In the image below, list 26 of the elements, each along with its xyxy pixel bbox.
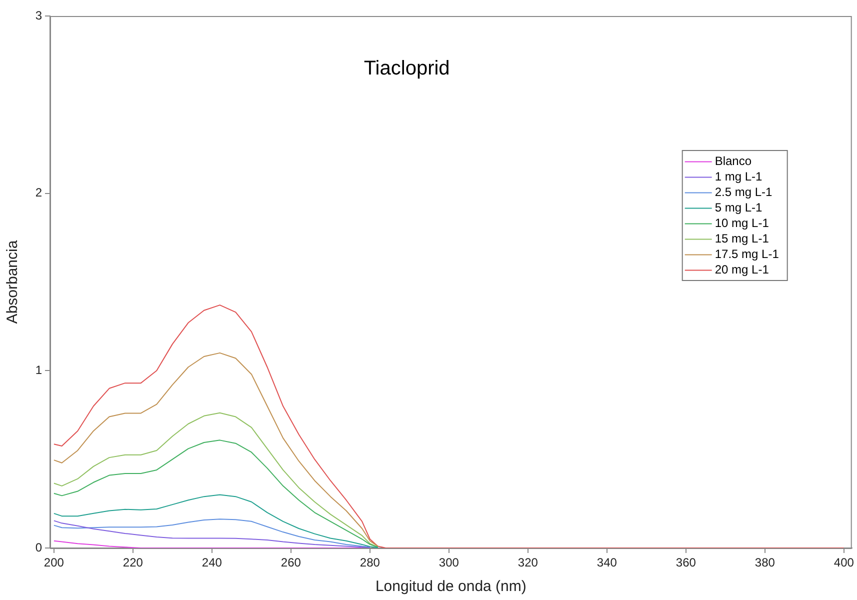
y-axis-title: Absorbancia [4, 240, 22, 324]
legend-label: Blanco [714, 154, 752, 168]
legend-label: 1 mg L-1 [714, 170, 763, 184]
x-tick-label: 300 [438, 556, 460, 570]
legend-label: 5 mg L-1 [714, 200, 763, 215]
legend-label: 10 mg L-1 [714, 216, 770, 230]
x-tick-label: 400 [834, 556, 854, 570]
y-tick-label: 1 [35, 362, 42, 377]
text: Tiacloprid [364, 58, 450, 80]
y-tick-label: 3 [35, 8, 42, 22]
x-tick-label: 200 [44, 556, 64, 570]
y-tick-label: 0 [35, 540, 42, 554]
legend-label: 15 mg L-1 [714, 232, 770, 246]
x-tick-label: 360 [676, 556, 696, 570]
y-tick-label: 2 [35, 186, 42, 200]
legend-label: 2.5 mg L-1 [714, 185, 773, 200]
x-tick-label: 340 [596, 556, 618, 570]
x-tick-label: 240 [202, 556, 222, 570]
x-axis-title: Longitud de onda (nm) [375, 578, 526, 596]
x-tick-label: 260 [280, 556, 302, 570]
legend-label: 20 mg L-1 [714, 262, 770, 277]
x-tick-label: 280 [360, 556, 380, 570]
legend-label: 17.5 mg L-1 [714, 247, 780, 262]
x-tick-label: 220 [122, 556, 144, 570]
x-tick-label: 380 [754, 556, 776, 570]
x-tick-label: 320 [518, 556, 538, 570]
